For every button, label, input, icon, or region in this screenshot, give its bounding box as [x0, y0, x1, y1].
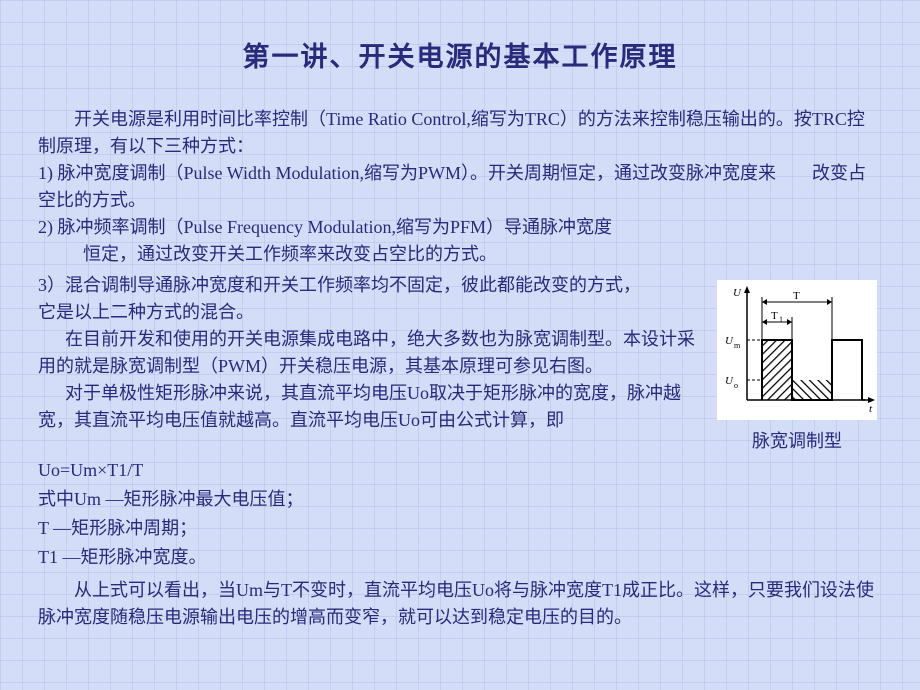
svg-text:T: T	[793, 290, 800, 302]
def-um: 式中Um —矩形脉冲最大电压值；	[38, 486, 882, 513]
list-item-3a: 3）混合调制导通脉冲宽度和开关工作频率均不固定，彼此都能改变的方式，	[38, 272, 702, 299]
def-t1: T1 —矩形脉冲宽度。	[38, 544, 882, 571]
chip-paragraph: 在目前开发和使用的开关电源集成电路中，绝大多数也为脉宽调制型。本设计采用的就是脉…	[38, 326, 702, 380]
list-item-1: 1) 脉冲宽度调制（Pulse Width Modulation,缩写为PWM）…	[38, 160, 882, 214]
svg-text:U: U	[725, 335, 734, 347]
list-item-2: 2) 脉冲频率调制（Pulse Frequency Modulation,缩写为…	[38, 214, 882, 241]
svg-text:U: U	[725, 375, 734, 387]
svg-text:o: o	[734, 381, 738, 390]
section-with-figure: 3）混合调制导通脉冲宽度和开关工作频率均不固定，彼此都能改变的方式， 它是以上二…	[38, 272, 882, 455]
list-item-3b: 它是以上二种方式的混合。	[38, 299, 702, 326]
figure-column: UtUmUoTT1 脉宽调制型	[712, 272, 882, 455]
def-t: T —矩形脉冲周期；	[38, 515, 882, 542]
intro-paragraph: 开关电源是利用时间比率控制（Time Ratio Control,缩写为TRC）…	[38, 106, 882, 160]
figure-caption: 脉宽调制型	[752, 428, 842, 455]
left-text-column: 3）混合调制导通脉冲宽度和开关工作频率均不固定，彼此都能改变的方式， 它是以上二…	[38, 272, 702, 455]
final-paragraph: 从上式可以看出，当Um与T不变时，直流平均电压Uo将与脉冲宽度T1成正比。这样，…	[38, 577, 882, 631]
content-body: 开关电源是利用时间比率控制（Time Ratio Control,缩写为TRC）…	[38, 106, 882, 631]
pwm-diagram: UtUmUoTT1	[717, 280, 877, 420]
svg-text:1: 1	[779, 315, 783, 324]
list-item-2-cont: 恒定，通过改变开关工作频率来改变占空比的方式。	[83, 241, 882, 268]
svg-text:T: T	[771, 310, 778, 322]
page-title: 第一讲、开关电源的基本工作原理	[38, 35, 882, 74]
formula: Uo=Um×T1/T	[38, 457, 882, 484]
svg-text:U: U	[733, 287, 742, 299]
uo-paragraph: 对于单极性矩形脉冲来说，其直流平均电压Uo取决于矩形脉冲的宽度，脉冲越宽，其直流…	[38, 380, 702, 434]
svg-text:m: m	[734, 341, 741, 350]
